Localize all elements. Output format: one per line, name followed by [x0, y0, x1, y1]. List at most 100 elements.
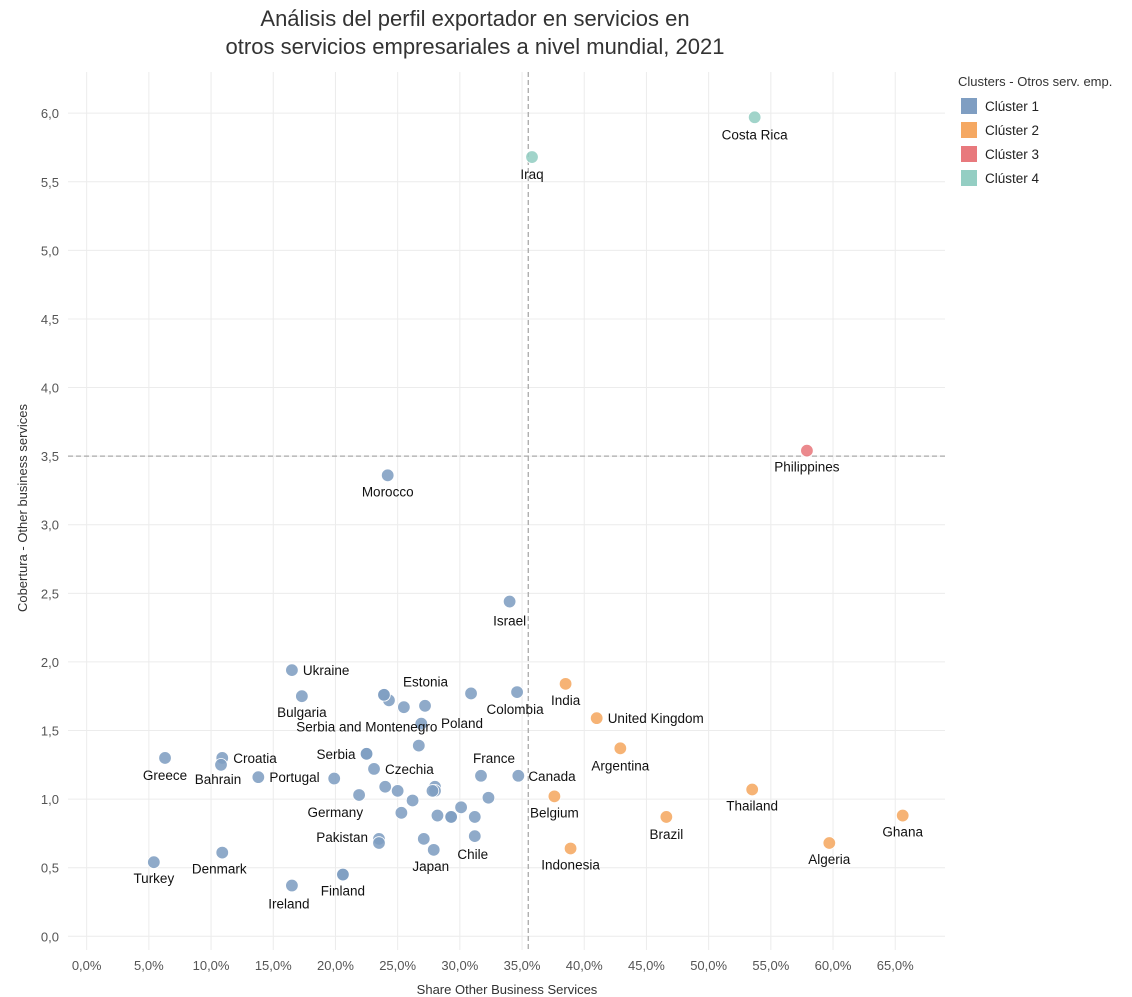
point-label: Serbia: [317, 747, 357, 762]
legend-label: Clúster 4: [985, 170, 1040, 186]
point-argentina: [613, 741, 628, 756]
x-tick-label: 35,0%: [504, 958, 541, 973]
legend-label: Clúster 1: [985, 98, 1040, 114]
point-label: Portugal: [269, 770, 319, 785]
x-tick-label: 50,0%: [690, 958, 727, 973]
point-label: Croatia: [233, 751, 277, 766]
point-morocco: [381, 468, 395, 483]
data-point: [468, 810, 482, 824]
data-point: [397, 700, 411, 714]
x-tick-label: 5,0%: [134, 958, 164, 973]
point-germany: [352, 788, 366, 802]
chart-title: Análisis del perfil exportador en servic…: [260, 6, 690, 31]
legend-item: Clúster 4: [958, 166, 1112, 190]
x-tick-label: 15,0%: [255, 958, 292, 973]
legend-label: Clúster 3: [985, 146, 1040, 162]
data-point: [336, 867, 350, 882]
point-iraq: [525, 150, 539, 164]
point-label: Ukraine: [303, 663, 350, 678]
point-label: Germany: [308, 805, 364, 820]
point-label: Bahrain: [195, 772, 242, 787]
point-chile: [468, 829, 482, 843]
point-indonesia: [563, 841, 578, 856]
legend: Clusters - Otros serv. emp. Clúster 1 Clú…: [958, 74, 1112, 190]
legend-item: Clúster 3: [958, 142, 1112, 166]
point-label: Bulgaria: [277, 705, 327, 720]
point-label: Serbia and Montenegro: [296, 720, 437, 735]
point-label: Costa Rica: [722, 127, 789, 142]
legend-item: Clúster 1: [958, 94, 1112, 118]
legend-swatch: [961, 170, 977, 186]
point-label: Belgium: [530, 805, 579, 820]
point-turkey: [147, 855, 161, 869]
legend-items: Clúster 1 Clúster 2 Clúster 3 Clúster 4: [958, 94, 1112, 190]
data-point: [454, 800, 468, 815]
x-tick-label: 40,0%: [566, 958, 603, 973]
y-tick-label: 4,5: [41, 312, 59, 327]
point-label: Israel: [493, 614, 526, 629]
data-point: [377, 688, 391, 702]
point-france: [474, 769, 488, 783]
x-tick-label: 65,0%: [877, 958, 914, 973]
x-tick-label: 20,0%: [317, 958, 354, 973]
chart-subtitle: otros servicios empresariales a nivel mu…: [225, 34, 725, 59]
point-label: Finland: [321, 884, 365, 899]
point-japan: [427, 843, 441, 857]
y-tick-label: 5,0: [41, 243, 59, 258]
y-tick-label: 2,0: [41, 655, 59, 670]
legend-title: Clusters - Otros serv. emp.: [958, 74, 1113, 89]
point-bahrain: [214, 758, 228, 772]
point-label: Iraq: [520, 167, 543, 182]
data-point: [464, 686, 478, 701]
point-label: Japan: [412, 859, 449, 874]
y-tick-label: 3,0: [41, 518, 59, 533]
point-costa-rica: [747, 110, 762, 124]
point-label: Chile: [457, 847, 488, 862]
legend-label: Clúster 2: [985, 122, 1040, 138]
legend-swatch: [961, 146, 977, 162]
y-axis-label: Cobertura - Other business services: [15, 403, 30, 612]
point-brazil: [659, 810, 674, 824]
point-algeria: [822, 836, 837, 850]
data-point: [414, 716, 428, 731]
point-label: Denmark: [192, 862, 247, 877]
point-bulgaria: [295, 689, 309, 703]
point-israel: [502, 594, 517, 609]
point-label: Argentina: [591, 758, 649, 773]
data-point: [327, 771, 341, 786]
x-tick-label: 55,0%: [752, 958, 789, 973]
point-serbia-and-montenegro: [412, 738, 426, 753]
y-tick-label: 1,5: [41, 724, 59, 739]
data-point: [417, 832, 431, 846]
point-ghana: [896, 808, 910, 823]
point-poland: [418, 699, 432, 713]
point-label: Poland: [441, 716, 483, 731]
legend-swatch: [961, 98, 977, 114]
y-tick-label: 0,5: [41, 861, 59, 876]
data-point: [378, 780, 392, 794]
grid: [68, 72, 945, 950]
y-tick-label: 2,5: [41, 586, 59, 601]
legend-item: Clúster 2: [958, 118, 1112, 142]
data-point: [425, 784, 440, 798]
point-colombia: [510, 685, 524, 699]
point-ukraine: [285, 663, 299, 677]
point-czechia: [367, 762, 381, 776]
x-tick-label: 30,0%: [441, 958, 478, 973]
point-canada: [511, 769, 526, 783]
y-tick-label: 0,0: [41, 929, 59, 944]
point-ireland: [285, 878, 299, 893]
data-point: [390, 784, 405, 798]
y-tick-label: 5,5: [41, 175, 59, 190]
reference-lines: [68, 72, 945, 950]
legend-swatch: [961, 122, 977, 138]
point-label: Thailand: [726, 798, 778, 813]
point-label: Ghana: [882, 825, 923, 840]
data-point: [359, 747, 374, 761]
point-label: United Kingdom: [608, 711, 704, 726]
point-label: Philippines: [774, 460, 840, 475]
point-label: Morocco: [362, 484, 414, 499]
data-point: [372, 836, 386, 850]
y-tick-label: 4,0: [41, 381, 59, 396]
